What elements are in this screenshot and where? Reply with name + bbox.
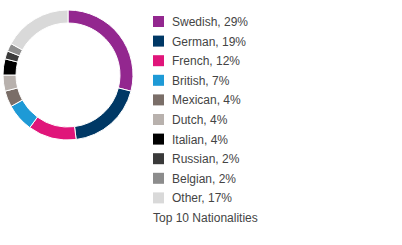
donut-slice: [75, 88, 131, 140]
legend-swatch: [153, 134, 164, 145]
donut-slice: [30, 117, 76, 140]
legend-label: Russian, 2%: [172, 152, 240, 166]
legend-label: French, 12%: [172, 54, 240, 68]
legend-swatch: [153, 75, 164, 86]
legend-swatch: [153, 114, 164, 125]
chart-svg: Swedish, 29% German, 19% French, 12% Britis…: [0, 0, 402, 245]
legend-swatch: [153, 94, 164, 105]
donut-slice: [11, 10, 68, 50]
legend-swatch: [153, 36, 164, 47]
legend-swatch: [153, 55, 164, 66]
donut-slice: [3, 75, 18, 91]
legend-label: German, 19%: [172, 35, 246, 49]
legend-swatch: [153, 153, 164, 164]
legend-label: Dutch, 4%: [172, 113, 228, 127]
legend-label: British, 7%: [172, 74, 230, 88]
legend-label: Swedish, 29%: [172, 15, 248, 29]
slices: [3, 10, 133, 140]
legend-label: Italian, 4%: [172, 133, 228, 147]
chart-container: Swedish, 29% German, 19% French, 12% Britis…: [0, 0, 402, 245]
legend: Swedish, 29% German, 19% French, 12% Britis…: [153, 15, 248, 205]
legend-swatch: [153, 16, 164, 27]
legend-label: Belgian, 2%: [172, 172, 236, 186]
legend-swatch: [153, 173, 164, 184]
legend-swatch: [153, 192, 164, 203]
legend-label: Mexican, 4%: [172, 93, 241, 107]
chart-title: Top 10 Nationalities: [153, 211, 258, 225]
legend-label: Other, 17%: [172, 191, 232, 205]
donut-slice: [68, 10, 133, 91]
